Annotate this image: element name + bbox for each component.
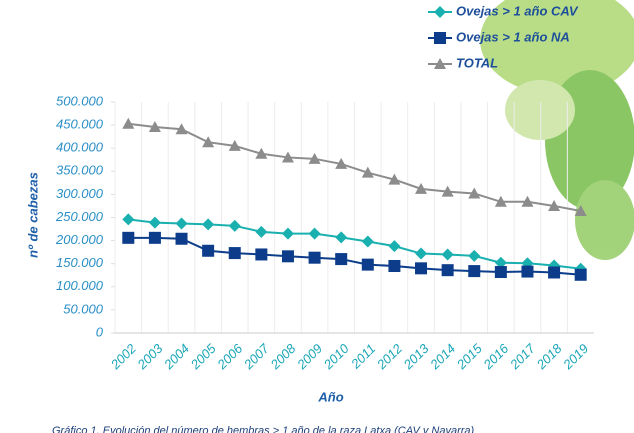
x-tick-label: 2017	[506, 340, 538, 372]
marker	[434, 32, 446, 44]
x-tick-label: 2004	[160, 341, 192, 373]
marker	[388, 260, 401, 273]
marker	[441, 264, 454, 277]
y-tick-label: 200.000	[55, 232, 104, 247]
marker	[361, 235, 374, 248]
marker	[175, 123, 188, 135]
x-tick-label: 2009	[293, 341, 325, 373]
marker	[388, 240, 401, 253]
y-tick-label: 150.000	[56, 255, 104, 270]
marker	[308, 251, 321, 264]
marker	[122, 117, 135, 129]
marker	[148, 231, 161, 244]
y-axis-title: nº de cabezas	[25, 172, 40, 258]
x-axis-title: Año	[317, 389, 343, 404]
x-tick-label: 2010	[320, 340, 352, 372]
x-tick-label: 2006	[214, 340, 246, 372]
marker	[202, 244, 215, 257]
marker	[255, 248, 268, 261]
marker	[434, 6, 446, 18]
marker	[281, 250, 294, 263]
y-tick-label: 300.000	[56, 186, 104, 201]
marker	[574, 268, 587, 281]
marker	[468, 265, 481, 278]
marker	[415, 182, 428, 194]
marker	[441, 185, 454, 197]
x-tick-label: 2003	[134, 340, 166, 372]
marker	[228, 139, 241, 151]
marker	[228, 219, 241, 232]
marker	[468, 249, 481, 262]
x-tick-label: 2012	[373, 340, 405, 372]
y-tick-label: 100.000	[56, 278, 104, 293]
marker	[175, 232, 188, 245]
x-tick-label: 2005	[187, 340, 219, 372]
marker	[361, 258, 374, 271]
marker	[122, 231, 135, 244]
marker	[441, 248, 454, 261]
x-tick-label: 2019	[559, 341, 591, 373]
y-tick-label: 250.000	[55, 209, 104, 224]
caption: Gráfico 1. Evolución del número de hembr…	[52, 425, 475, 433]
marker	[574, 205, 587, 217]
x-tick-label: 2015	[453, 340, 485, 372]
legend-label: TOTAL	[456, 55, 498, 70]
marker	[281, 151, 294, 163]
marker	[255, 225, 268, 238]
y-tick-label: 350.000	[56, 163, 104, 178]
marker	[548, 199, 561, 211]
marker	[255, 147, 268, 159]
y-tick-label: 0	[96, 324, 104, 339]
marker	[548, 266, 561, 279]
y-tick-label: 500.000	[56, 93, 104, 108]
x-tick-label: 2014	[426, 341, 458, 373]
marker	[415, 247, 428, 260]
marker	[521, 195, 534, 207]
marker	[308, 152, 321, 164]
x-tick-label: 2002	[107, 340, 139, 372]
marker	[494, 195, 507, 207]
y-tick-label: 400.000	[56, 140, 104, 155]
marker	[415, 262, 428, 275]
marker	[494, 266, 507, 279]
x-tick-label: 2011	[347, 341, 378, 372]
marker	[434, 58, 446, 69]
marker	[335, 253, 348, 266]
x-tick-label: 2013	[400, 340, 432, 372]
marker	[122, 213, 135, 226]
marker	[148, 120, 161, 132]
marker	[468, 187, 481, 199]
marker	[175, 217, 188, 230]
legend-label: Ovejas > 1 año CAV	[456, 3, 579, 18]
marker	[521, 265, 534, 278]
marker	[335, 231, 348, 244]
marker	[494, 256, 507, 269]
marker	[148, 216, 161, 229]
marker	[335, 157, 348, 169]
x-tick-label: 2016	[480, 340, 512, 372]
marker	[228, 247, 241, 260]
x-tick-label: 2008	[267, 340, 299, 372]
marker	[202, 136, 215, 148]
y-tick-label: 50.000	[63, 301, 104, 316]
marker	[281, 227, 294, 240]
marker	[308, 227, 321, 240]
marker	[361, 166, 374, 178]
line	[128, 122, 581, 213]
y-tick-label: 450.000	[56, 117, 104, 132]
x-tick-label: 2007	[240, 340, 272, 372]
x-tick-label: 2018	[533, 340, 565, 372]
legend-label: Ovejas > 1 año NA	[456, 29, 570, 44]
marker	[202, 218, 215, 231]
marker	[388, 173, 401, 185]
